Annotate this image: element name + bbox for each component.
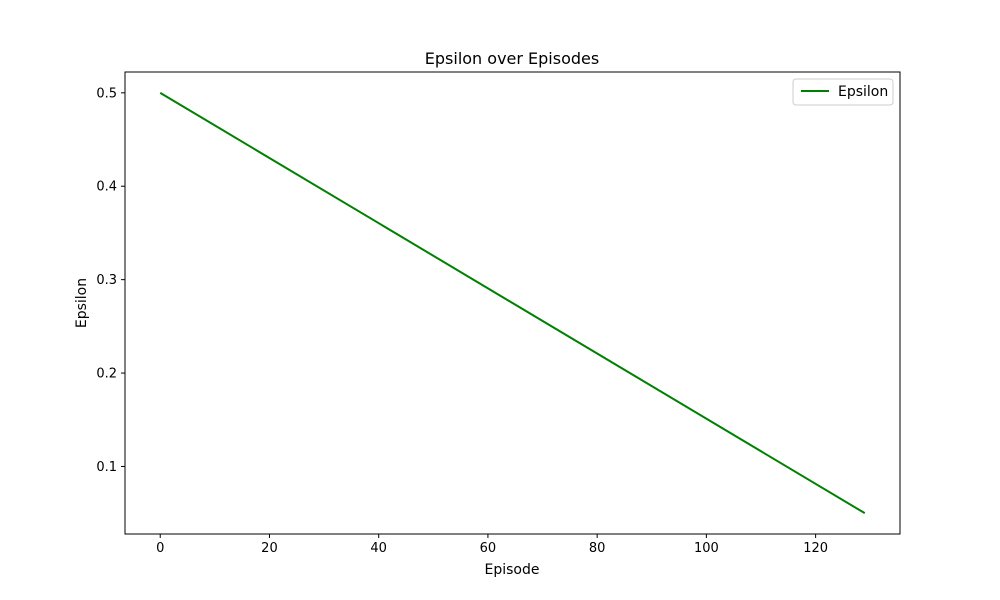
x-axis-label: Episode	[485, 562, 540, 578]
plot-series	[159, 91, 866, 515]
y-axis-ticks: 0.1 0.2 0.3 0.4 0.5	[96, 86, 125, 475]
legend: Epsilon	[792, 78, 894, 106]
x-tick-label: 80	[589, 541, 606, 556]
legend-label-epsilon: Epsilon	[838, 84, 888, 100]
plot-frame	[124, 71, 901, 535]
legend-box	[792, 78, 894, 106]
x-axis-ticks: 0 20 40 60 80 100 120	[156, 534, 828, 556]
x-tick-label: 60	[480, 541, 497, 556]
y-tick-label: 0.5	[96, 86, 117, 101]
y-tick-label: 0.1	[96, 460, 117, 475]
x-tick-label: 100	[694, 541, 719, 556]
y-tick-label: 0.4	[96, 180, 117, 195]
chart-title: Epsilon over Episodes	[425, 49, 599, 68]
y-tick-label: 0.3	[96, 273, 117, 288]
x-tick-label: 120	[803, 541, 828, 556]
series-line-epsilon	[159, 91, 866, 515]
x-tick-label: 20	[261, 541, 278, 556]
x-tick-label: 40	[370, 541, 387, 556]
y-axis-label: Epsilon	[74, 278, 90, 328]
x-tick-label: 0	[156, 541, 164, 556]
y-tick-label: 0.2	[96, 367, 117, 382]
